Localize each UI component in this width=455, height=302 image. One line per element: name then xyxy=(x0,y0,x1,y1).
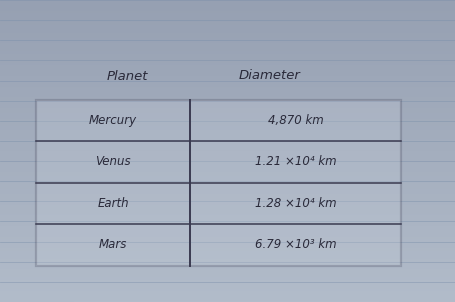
Bar xyxy=(36,100,400,266)
Text: Planet: Planet xyxy=(106,70,148,83)
Text: 1.21 ×10⁴ km: 1.21 ×10⁴ km xyxy=(254,156,336,169)
Text: 6.79 ×10³ km: 6.79 ×10³ km xyxy=(254,239,336,252)
Text: Earth: Earth xyxy=(97,197,129,210)
Text: Mars: Mars xyxy=(99,239,127,252)
Text: Mercury: Mercury xyxy=(89,114,137,127)
Text: 4,870 km: 4,870 km xyxy=(267,114,323,127)
Text: Venus: Venus xyxy=(95,156,131,169)
Text: Diameter: Diameter xyxy=(238,69,300,82)
Text: 1.28 ×10⁴ km: 1.28 ×10⁴ km xyxy=(254,197,336,210)
